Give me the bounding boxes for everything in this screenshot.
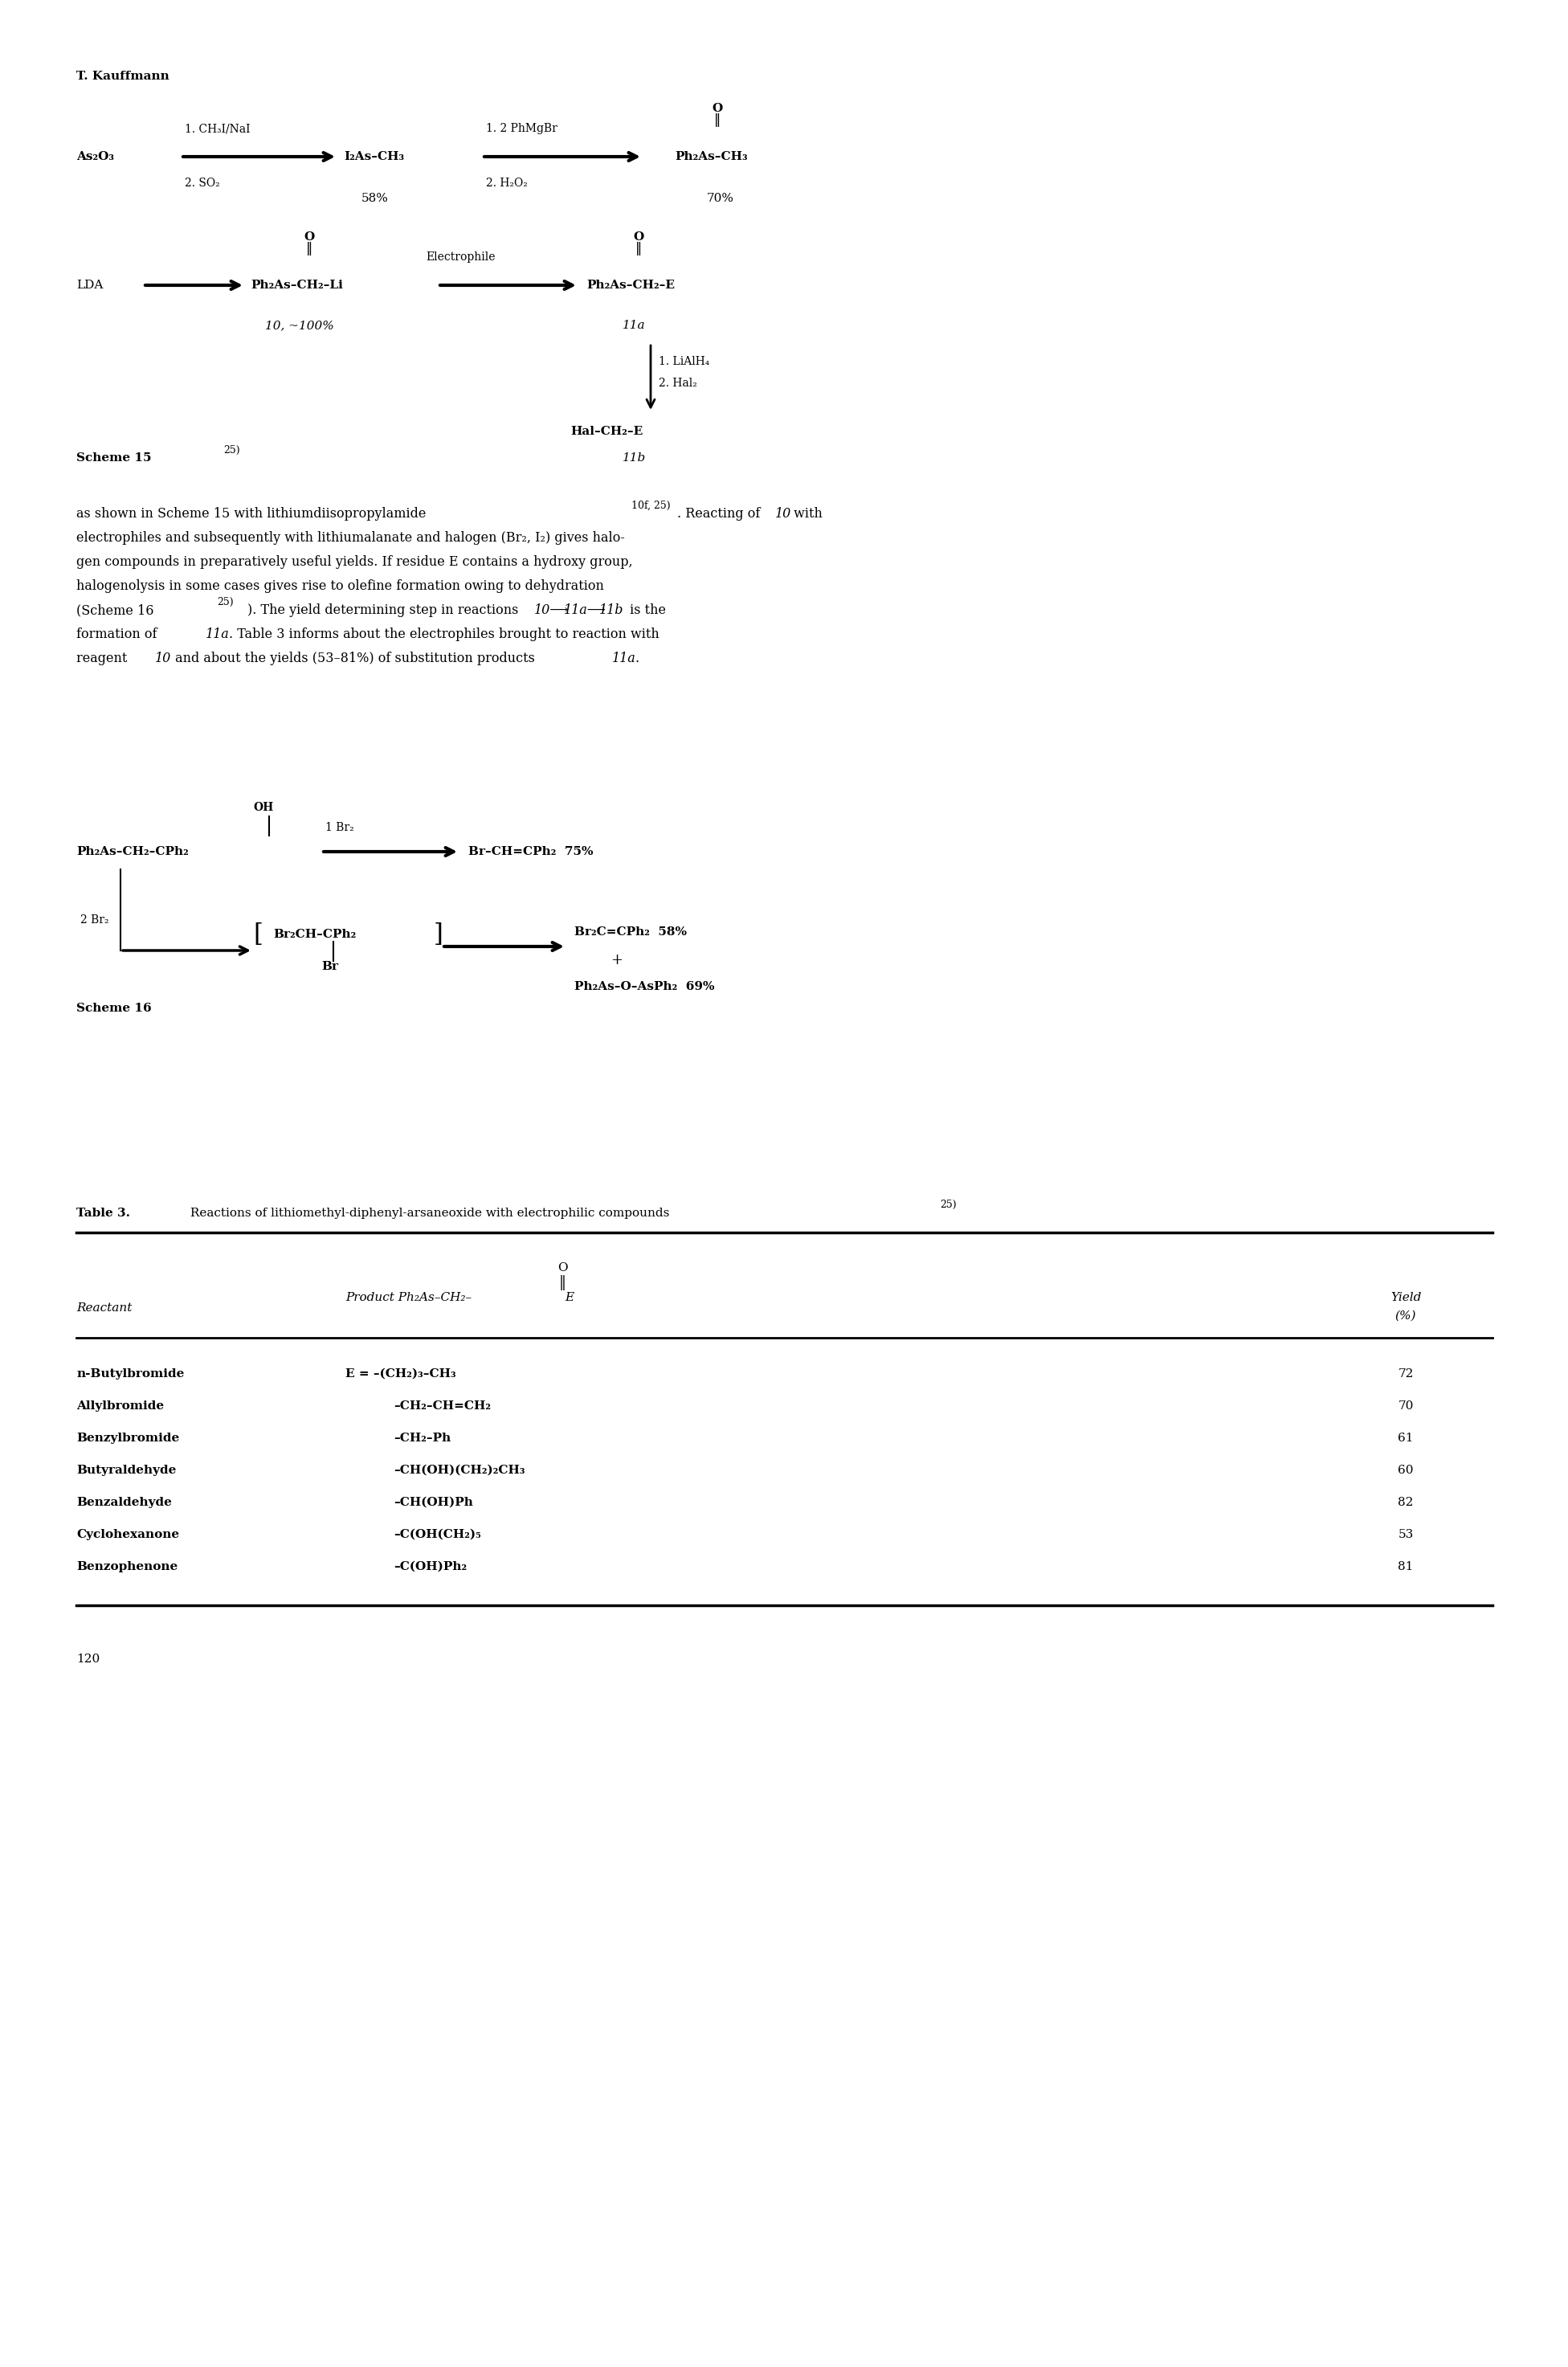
Text: Reactions of lithiomethyl-diphenyl-arsaneoxide with electrophilic compounds: Reactions of lithiomethyl-diphenyl-arsan… bbox=[187, 1207, 670, 1219]
Text: LDA: LDA bbox=[77, 279, 103, 291]
Text: Cyclohexanone: Cyclohexanone bbox=[77, 1529, 179, 1541]
Text: OH: OH bbox=[254, 802, 274, 814]
Text: O: O bbox=[712, 102, 723, 114]
Text: 70: 70 bbox=[1399, 1401, 1413, 1411]
Text: E = –(CH₂)₃–CH₃: E = –(CH₂)₃–CH₃ bbox=[345, 1368, 456, 1380]
Text: Benzylbromide: Benzylbromide bbox=[77, 1432, 179, 1444]
Text: –C(OH)Ph₂: –C(OH)Ph₂ bbox=[394, 1562, 467, 1572]
Text: Product Ph₂As–CH₂–: Product Ph₂As–CH₂– bbox=[345, 1292, 472, 1304]
Text: 10: 10 bbox=[775, 507, 792, 521]
Text: O: O bbox=[633, 232, 644, 244]
Text: 60: 60 bbox=[1399, 1465, 1414, 1477]
Text: +: + bbox=[610, 954, 622, 968]
Text: –CH₂–Ph: –CH₂–Ph bbox=[394, 1432, 452, 1444]
Text: 11b: 11b bbox=[599, 604, 624, 618]
Text: ). The yield determining step in reactions: ). The yield determining step in reactio… bbox=[248, 604, 522, 618]
Text: Ph₂As–CH₂–CPh₂: Ph₂As–CH₂–CPh₂ bbox=[77, 845, 188, 857]
Text: with: with bbox=[790, 507, 823, 521]
Text: Br: Br bbox=[321, 961, 339, 973]
Text: ‖: ‖ bbox=[558, 1276, 566, 1290]
Text: 53: 53 bbox=[1399, 1529, 1413, 1541]
Text: –CH₂–CH=CH₂: –CH₂–CH=CH₂ bbox=[394, 1401, 491, 1411]
Text: Allylbromide: Allylbromide bbox=[77, 1401, 165, 1411]
Text: Br₂CH–CPh₂: Br₂CH–CPh₂ bbox=[273, 928, 356, 940]
Text: 2. H₂O₂: 2. H₂O₂ bbox=[486, 178, 528, 189]
Text: I₂As–CH₃: I₂As–CH₃ bbox=[343, 151, 405, 163]
Text: Yield: Yield bbox=[1391, 1292, 1421, 1304]
Text: reagent: reagent bbox=[77, 651, 132, 665]
Text: 58%: 58% bbox=[362, 192, 389, 204]
Text: ‖: ‖ bbox=[635, 241, 641, 256]
Text: 11a: 11a bbox=[205, 627, 229, 641]
Text: 11a⟶: 11a⟶ bbox=[564, 604, 607, 618]
Text: ]: ] bbox=[434, 923, 444, 947]
Text: O: O bbox=[304, 232, 315, 244]
Text: . Table 3 informs about the electrophiles brought to reaction with: . Table 3 informs about the electrophile… bbox=[229, 627, 659, 641]
Text: 72: 72 bbox=[1399, 1368, 1413, 1380]
Text: 1 Br₂: 1 Br₂ bbox=[325, 821, 354, 833]
Text: Ph₂As–CH₃: Ph₂As–CH₃ bbox=[674, 151, 748, 163]
Text: [: [ bbox=[252, 923, 262, 947]
Text: 10⟶: 10⟶ bbox=[535, 604, 569, 618]
Text: –C(OH(CH₂)₅: –C(OH(CH₂)₅ bbox=[394, 1529, 481, 1541]
Text: ‖: ‖ bbox=[306, 241, 312, 256]
Text: –CH(OH)Ph: –CH(OH)Ph bbox=[394, 1496, 474, 1508]
Text: 11a: 11a bbox=[622, 320, 646, 331]
Text: 11a: 11a bbox=[612, 651, 637, 665]
Text: Ph₂As–O–AsPh₂  69%: Ph₂As–O–AsPh₂ 69% bbox=[574, 980, 715, 992]
Text: electrophiles and subsequently with lithiumalanate and halogen (Br₂, I₂) gives h: electrophiles and subsequently with lith… bbox=[77, 533, 626, 544]
Text: Br₂C=CPh₂  58%: Br₂C=CPh₂ 58% bbox=[574, 925, 687, 937]
Text: and about the yields (53–81%) of substitution products: and about the yields (53–81%) of substit… bbox=[171, 651, 539, 665]
Text: Benzophenone: Benzophenone bbox=[77, 1562, 177, 1572]
Text: Br–CH=CPh₂  75%: Br–CH=CPh₂ 75% bbox=[469, 845, 593, 857]
Text: –CH(OH)(CH₂)₂CH₃: –CH(OH)(CH₂)₂CH₃ bbox=[394, 1465, 525, 1477]
Text: Benzaldehyde: Benzaldehyde bbox=[77, 1496, 172, 1508]
Text: 1. 2 PhMgBr: 1. 2 PhMgBr bbox=[486, 123, 557, 135]
Text: Scheme 15: Scheme 15 bbox=[77, 452, 152, 464]
Text: Ph₂As–CH₂–E: Ph₂As–CH₂–E bbox=[586, 279, 674, 291]
Text: 81: 81 bbox=[1399, 1562, 1413, 1572]
Text: ‖: ‖ bbox=[713, 114, 721, 125]
Text: 120: 120 bbox=[77, 1655, 100, 1664]
Text: Ph₂As–CH₂–Li: Ph₂As–CH₂–Li bbox=[251, 279, 343, 291]
Text: 25): 25) bbox=[216, 596, 234, 606]
Text: .: . bbox=[635, 651, 640, 665]
Text: 11b: 11b bbox=[622, 452, 646, 464]
Text: Scheme 16: Scheme 16 bbox=[77, 1004, 152, 1013]
Text: formation of: formation of bbox=[77, 627, 162, 641]
Text: (Scheme 16: (Scheme 16 bbox=[77, 604, 154, 618]
Text: As₂O₃: As₂O₃ bbox=[77, 151, 114, 163]
Text: 2. Hal₂: 2. Hal₂ bbox=[659, 379, 698, 388]
Text: Butyraldehyde: Butyraldehyde bbox=[77, 1465, 176, 1477]
Text: E: E bbox=[564, 1292, 574, 1304]
Text: 2. SO₂: 2. SO₂ bbox=[185, 178, 220, 189]
Text: T. Kauffmann: T. Kauffmann bbox=[77, 71, 169, 83]
Text: Table 3.: Table 3. bbox=[77, 1207, 130, 1219]
Text: 10f, 25): 10f, 25) bbox=[632, 499, 671, 511]
Text: Reactant: Reactant bbox=[77, 1302, 132, 1314]
Text: 2 Br₂: 2 Br₂ bbox=[80, 914, 108, 925]
Text: gen compounds in preparatively useful yields. If residue E contains a hydroxy gr: gen compounds in preparatively useful yi… bbox=[77, 556, 632, 568]
Text: n-Butylbromide: n-Butylbromide bbox=[77, 1368, 185, 1380]
Text: 61: 61 bbox=[1399, 1432, 1414, 1444]
Text: O: O bbox=[557, 1262, 568, 1273]
Text: 70%: 70% bbox=[707, 192, 734, 204]
Text: 25): 25) bbox=[939, 1200, 956, 1210]
Text: 10, ~100%: 10, ~100% bbox=[265, 320, 334, 331]
Text: 25): 25) bbox=[223, 445, 240, 454]
Text: . Reacting of: . Reacting of bbox=[677, 507, 764, 521]
Text: 10: 10 bbox=[155, 651, 171, 665]
Text: as shown in Scheme 15 with lithiumdiisopropylamide: as shown in Scheme 15 with lithiumdiisop… bbox=[77, 507, 426, 521]
Text: 1. CH₃I/NaI: 1. CH₃I/NaI bbox=[185, 123, 251, 135]
Text: halogenolysis in some cases gives rise to olefine formation owing to dehydration: halogenolysis in some cases gives rise t… bbox=[77, 580, 604, 594]
Text: Hal–CH₂–E: Hal–CH₂–E bbox=[571, 426, 643, 438]
Text: Electrophile: Electrophile bbox=[426, 251, 495, 263]
Text: 82: 82 bbox=[1399, 1496, 1413, 1508]
Text: 1. LiAlH₄: 1. LiAlH₄ bbox=[659, 355, 709, 367]
Text: (%): (%) bbox=[1396, 1311, 1416, 1321]
Text: is the: is the bbox=[626, 604, 666, 618]
